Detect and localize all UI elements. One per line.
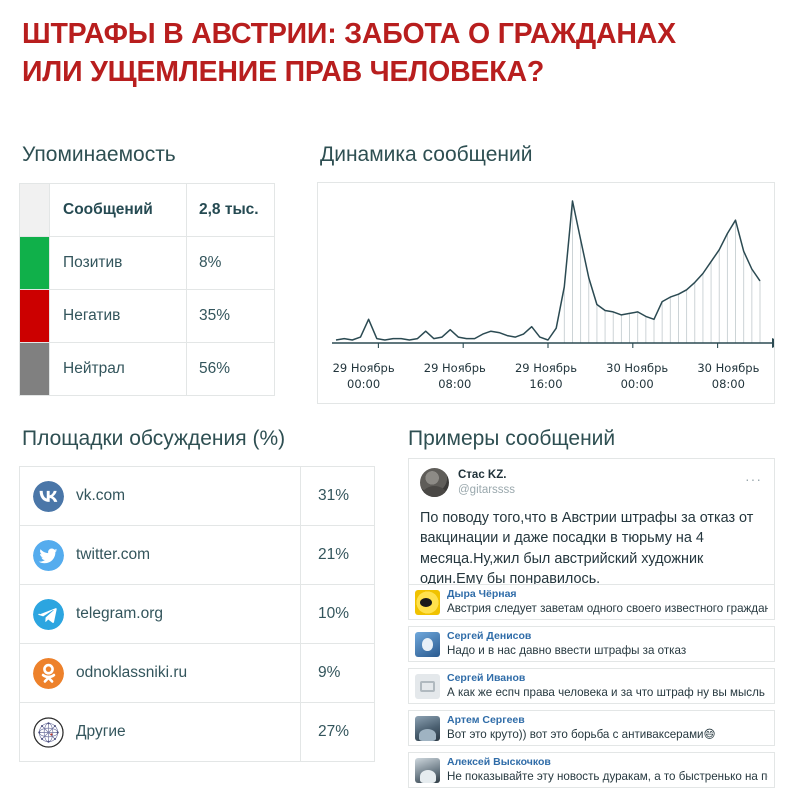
tick-date: 29 Ноябрь bbox=[423, 361, 486, 375]
mentions-label: Негатив bbox=[49, 290, 186, 342]
message-item[interactable]: Сергей Денисов Надо и в нас давно ввести … bbox=[408, 626, 775, 662]
chart-axis-arrow-icon bbox=[772, 338, 774, 348]
message-avatar bbox=[415, 715, 440, 741]
tick-date: 30 Ноябрь bbox=[697, 361, 760, 375]
message-author[interactable]: Артем Сергеев bbox=[447, 714, 525, 727]
message-avatar bbox=[415, 757, 440, 783]
mentions-table: Сообщений 2,8 тыс. Позитив 8% Негатив 35% Нейт… bbox=[19, 183, 275, 396]
tick-time: 00:00 bbox=[620, 376, 654, 391]
sentiment-swatch bbox=[20, 184, 49, 236]
message-author[interactable]: Дыра Чёрная bbox=[447, 588, 517, 601]
chart-tick-label: 29 Ноябрь 00:00 bbox=[318, 361, 409, 405]
tick-time: 00:00 bbox=[347, 376, 381, 391]
tweet-text: По поводу того,что в Австрии штрафы за о… bbox=[420, 509, 754, 588]
tick-date: 30 Ноябрь bbox=[606, 361, 669, 375]
tick-time: 08:00 bbox=[438, 376, 472, 391]
mentions-value: 2,8 тыс. bbox=[186, 184, 274, 236]
sentiment-swatch bbox=[20, 343, 49, 395]
platform-share: 27% bbox=[300, 703, 374, 761]
platform-name: odnoklassniki.ru bbox=[76, 664, 188, 681]
message-author[interactable]: Сергей Денисов bbox=[447, 630, 532, 643]
platforms-heading: Площадки обсуждения (%) bbox=[22, 427, 286, 450]
message-body: Дыра Чёрная Австрия следует заветам одног… bbox=[447, 588, 768, 616]
sentiment-swatch bbox=[20, 237, 49, 289]
mentions-row: Сообщений 2,8 тыс. bbox=[20, 184, 274, 237]
tick-time: 16:00 bbox=[529, 376, 563, 391]
mentions-row: Позитив 8% bbox=[20, 237, 274, 290]
tweet-author: Стас KZ. bbox=[458, 469, 507, 481]
tick-date: 29 Ноябрь bbox=[332, 361, 395, 375]
platform-name: twitter.com bbox=[76, 546, 151, 563]
mentions-row: Нейтрал 56% bbox=[20, 343, 274, 396]
chart-series-line bbox=[335, 200, 761, 341]
messages-dynamics-chart bbox=[332, 200, 774, 348]
message-item[interactable]: Дыра Чёрная Австрия следует заветам одног… bbox=[408, 584, 775, 620]
platform-name: telegram.org bbox=[76, 605, 164, 622]
vk-icon bbox=[20, 480, 76, 512]
message-avatar bbox=[415, 631, 440, 657]
mentions-value: 56% bbox=[186, 343, 274, 395]
chart-tick-label: 30 Ноябрь 08:00 bbox=[683, 361, 774, 405]
message-author[interactable]: Сергей Иванов bbox=[447, 672, 526, 685]
chart-tick-label: 29 Ноябрь 16:00 bbox=[500, 361, 591, 405]
platform-row[interactable]: vk.com 31% bbox=[20, 467, 374, 526]
chart-tick-label: 30 Ноябрь 00:00 bbox=[592, 361, 683, 405]
message-text: А как же еспч права человека и за что шт… bbox=[447, 685, 768, 699]
chart-x-axis-ticks: 29 Ноябрь 00:00 29 Ноябрь 08:00 29 Ноябрь 16:… bbox=[318, 361, 776, 405]
tick-time: 08:00 bbox=[711, 376, 745, 391]
chart-tick-label: 29 Ноябрь 08:00 bbox=[409, 361, 500, 405]
tweet-avatar bbox=[420, 468, 449, 497]
message-list: Дыра Чёрная Австрия следует заветам одног… bbox=[408, 584, 775, 794]
mentions-value: 8% bbox=[186, 237, 274, 289]
platform-row[interactable]: telegram.org 10% bbox=[20, 585, 374, 644]
platform-share: 21% bbox=[300, 526, 374, 584]
platform-row[interactable]: Другие 27% bbox=[20, 703, 374, 762]
dynamics-heading: Динамика сообщений bbox=[320, 143, 533, 166]
tweet-header: Стас KZ. @gitarssss ··· bbox=[420, 468, 763, 498]
dynamics-chart-panel: 29 Ноябрь 00:00 29 Ноябрь 08:00 29 Ноябрь 16:… bbox=[317, 182, 775, 404]
message-avatar bbox=[415, 589, 440, 615]
tweet-meta: Стас KZ. @gitarssss bbox=[458, 468, 515, 498]
message-item[interactable]: Сергей Иванов А как же еспч права человек… bbox=[408, 668, 775, 704]
platform-share: 10% bbox=[300, 585, 374, 643]
message-body: Артем Сергеев Вот это круто)) вот это бор… bbox=[447, 714, 768, 742]
examples-heading: Примеры сообщений bbox=[408, 427, 616, 450]
twitter-icon bbox=[20, 539, 76, 571]
tweet-handle[interactable]: @gitarssss bbox=[458, 484, 516, 497]
message-body: Сергей Иванов А как же еспч права человек… bbox=[447, 672, 768, 700]
tweet-card[interactable]: Стас KZ. @gitarssss ··· По поводу того,ч… bbox=[408, 458, 775, 601]
mentions-label: Нейтрал bbox=[49, 343, 186, 395]
platform-row[interactable]: twitter.com 21% bbox=[20, 526, 374, 585]
mentions-row: Негатив 35% bbox=[20, 290, 274, 343]
platform-share: 31% bbox=[300, 467, 374, 525]
mentions-label: Сообщений bbox=[49, 184, 186, 236]
other-network-icon bbox=[20, 716, 76, 748]
message-text: Вот это круто)) вот это борьба с антивак… bbox=[447, 727, 716, 741]
platform-name: Другие bbox=[76, 723, 126, 740]
message-avatar bbox=[415, 673, 440, 699]
message-text: Австрия следует заветам одного своего из… bbox=[447, 601, 768, 615]
tick-date: 29 Ноябрь bbox=[514, 361, 577, 375]
telegram-icon bbox=[20, 598, 76, 630]
platforms-table: vk.com 31% twitter.com 21% telegram.org 10% od… bbox=[19, 466, 375, 762]
odnoklassniki-icon bbox=[20, 657, 76, 689]
platform-name: vk.com bbox=[76, 487, 126, 504]
more-options-icon[interactable]: ··· bbox=[745, 471, 762, 487]
message-author[interactable]: Алексей Выскочков bbox=[447, 756, 551, 769]
message-item[interactable]: Алексей Выскочков Не показывайте эту ново… bbox=[408, 752, 775, 788]
message-item[interactable]: Артем Сергеев Вот это круто)) вот это бор… bbox=[408, 710, 775, 746]
platform-share: 9% bbox=[300, 644, 374, 702]
message-body: Алексей Выскочков Не показывайте эту ново… bbox=[447, 756, 768, 784]
message-body: Сергей Денисов Надо и в нас давно ввести … bbox=[447, 630, 768, 658]
chart-drop-lines bbox=[563, 201, 761, 343]
mentions-value: 35% bbox=[186, 290, 274, 342]
sentiment-swatch bbox=[20, 290, 49, 342]
mentions-label: Позитив bbox=[49, 237, 186, 289]
mentions-heading: Упоминаемость bbox=[22, 143, 176, 166]
message-text: Надо и в нас давно ввести штрафы за отка… bbox=[447, 643, 687, 657]
platform-row[interactable]: odnoklassniki.ru 9% bbox=[20, 644, 374, 703]
message-text: Не показывайте эту новость дуракам, а то… bbox=[447, 769, 768, 783]
page-title: ШТРАФЫ В АВСТРИИ: ЗАБОТА О ГРАЖДАНАХ ИЛИ… bbox=[22, 18, 676, 88]
